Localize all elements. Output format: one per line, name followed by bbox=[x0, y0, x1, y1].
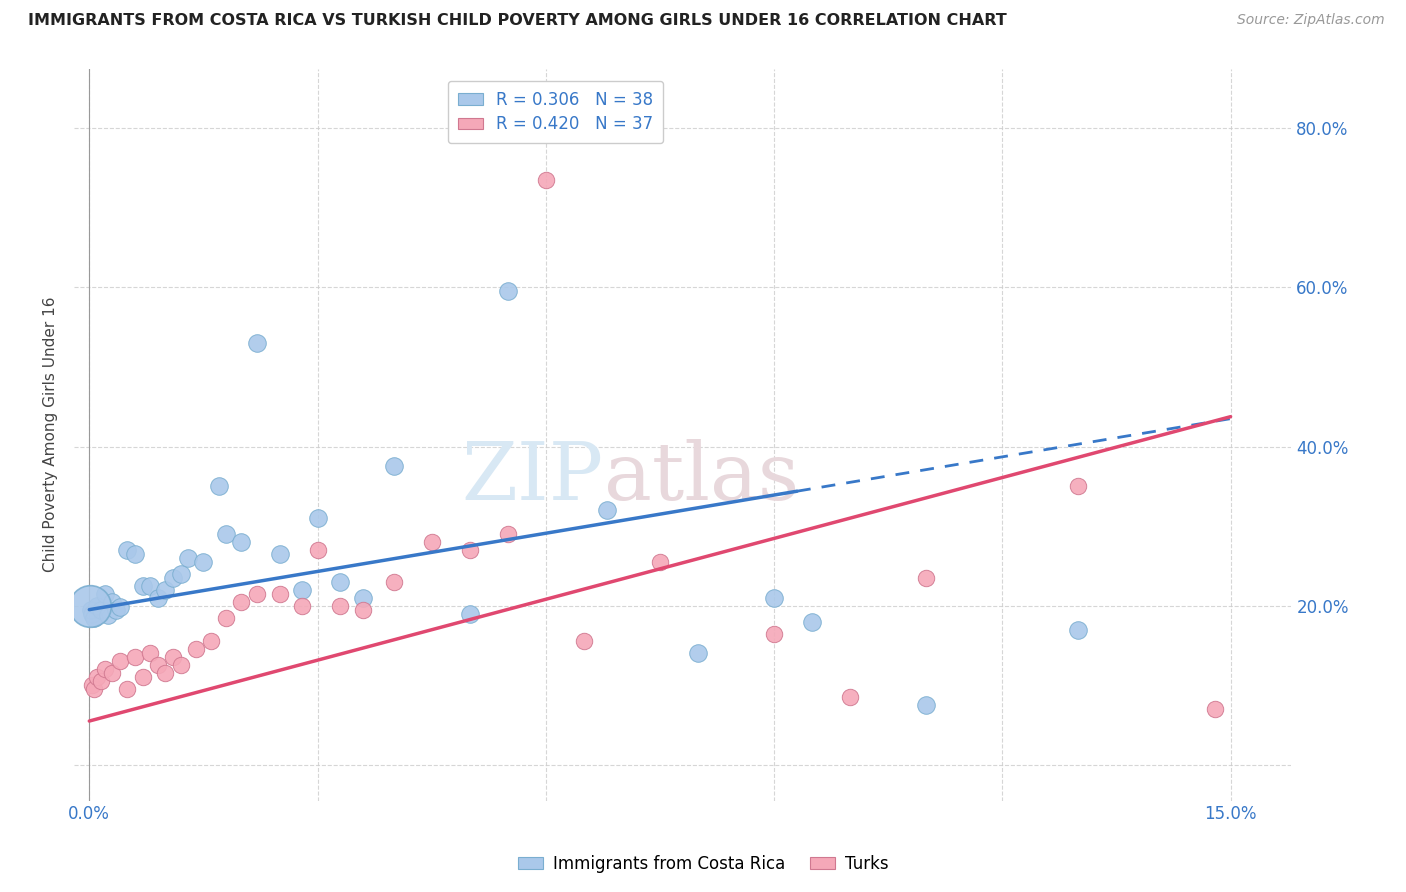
Point bbox=[155, 582, 177, 597]
Point bbox=[291, 599, 314, 613]
Point bbox=[215, 527, 238, 541]
Point bbox=[231, 595, 253, 609]
Point bbox=[86, 670, 108, 684]
Point bbox=[307, 511, 329, 525]
Point bbox=[648, 555, 671, 569]
Point bbox=[108, 654, 131, 668]
Point bbox=[101, 595, 124, 609]
Point bbox=[93, 587, 115, 601]
Text: atlas: atlas bbox=[603, 440, 799, 517]
Point bbox=[246, 587, 269, 601]
Point bbox=[83, 682, 105, 697]
Point bbox=[86, 599, 108, 613]
Point bbox=[83, 610, 105, 624]
Point bbox=[269, 587, 291, 601]
Point bbox=[534, 173, 557, 187]
Point bbox=[90, 674, 112, 689]
Point bbox=[79, 599, 101, 613]
Point bbox=[307, 543, 329, 558]
Point bbox=[329, 574, 352, 589]
Point bbox=[215, 610, 238, 624]
Point bbox=[208, 479, 231, 493]
Point bbox=[839, 690, 862, 705]
Point bbox=[80, 678, 103, 692]
Point bbox=[139, 647, 162, 661]
Point bbox=[169, 658, 191, 673]
Point bbox=[108, 600, 131, 615]
Point bbox=[801, 615, 824, 629]
Point bbox=[155, 666, 177, 681]
Point bbox=[117, 682, 139, 697]
Text: ZIP: ZIP bbox=[461, 440, 603, 517]
Point bbox=[131, 670, 153, 684]
Text: Source: ZipAtlas.com: Source: ZipAtlas.com bbox=[1237, 13, 1385, 28]
Point bbox=[1204, 702, 1226, 716]
Point bbox=[162, 571, 184, 585]
Point bbox=[915, 698, 938, 713]
Point bbox=[162, 650, 184, 665]
Point bbox=[458, 543, 481, 558]
Point bbox=[104, 602, 127, 616]
Point bbox=[763, 591, 786, 605]
Legend: R = 0.306   N = 38, R = 0.420   N = 37: R = 0.306 N = 38, R = 0.420 N = 37 bbox=[447, 80, 664, 144]
Point bbox=[686, 647, 709, 661]
Point bbox=[169, 566, 191, 581]
Point bbox=[146, 658, 169, 673]
Point bbox=[496, 527, 519, 541]
Point bbox=[420, 535, 443, 549]
Point bbox=[572, 634, 595, 648]
Point bbox=[496, 285, 519, 299]
Point bbox=[1067, 623, 1090, 637]
Point bbox=[382, 459, 405, 474]
Text: IMMIGRANTS FROM COSTA RICA VS TURKISH CHILD POVERTY AMONG GIRLS UNDER 16 CORRELA: IMMIGRANTS FROM COSTA RICA VS TURKISH CH… bbox=[28, 13, 1007, 29]
Point bbox=[1067, 479, 1090, 493]
Point bbox=[329, 599, 352, 613]
Point bbox=[193, 555, 215, 569]
Point bbox=[458, 607, 481, 621]
Point bbox=[200, 634, 222, 648]
Point bbox=[382, 574, 405, 589]
Point bbox=[763, 626, 786, 640]
Point bbox=[80, 602, 103, 616]
Point bbox=[184, 642, 207, 657]
Y-axis label: Child Poverty Among Girls Under 16: Child Poverty Among Girls Under 16 bbox=[44, 297, 58, 573]
Point bbox=[915, 571, 938, 585]
Point bbox=[97, 608, 120, 623]
Point bbox=[269, 547, 291, 561]
Point bbox=[139, 579, 162, 593]
Point bbox=[352, 602, 374, 616]
Point bbox=[146, 591, 169, 605]
Legend: Immigrants from Costa Rica, Turks: Immigrants from Costa Rica, Turks bbox=[510, 848, 896, 880]
Point bbox=[124, 547, 146, 561]
Point bbox=[177, 550, 200, 565]
Point bbox=[291, 582, 314, 597]
Point bbox=[93, 662, 115, 676]
Point bbox=[101, 666, 124, 681]
Point bbox=[596, 503, 619, 517]
Point bbox=[231, 535, 253, 549]
Point bbox=[82, 607, 104, 621]
Point bbox=[124, 650, 146, 665]
Point bbox=[246, 336, 269, 351]
Point bbox=[352, 591, 374, 605]
Point bbox=[131, 579, 153, 593]
Point bbox=[90, 602, 112, 616]
Point bbox=[117, 543, 139, 558]
